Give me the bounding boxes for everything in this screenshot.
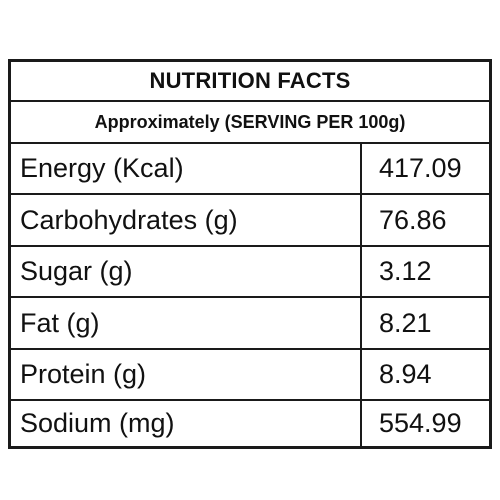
nutrient-label: Energy (Kcal): [11, 144, 362, 193]
nutrient-value: 8.21: [379, 307, 432, 338]
nutrient-label: Sugar (g): [11, 247, 362, 296]
nutrient-label: Sodium (mg): [11, 401, 362, 446]
nutrient-value: 76.86: [379, 204, 447, 235]
nutrient-value: 417.09: [379, 153, 462, 183]
table-row: Protein (g) 8.94: [11, 350, 489, 401]
nutrient-value: 8.94: [379, 359, 432, 389]
nutrient-label: Protein (g): [11, 350, 362, 399]
table-row: Energy (Kcal) 417.09: [11, 144, 489, 195]
table-row: Fat (g) 8.21: [11, 298, 489, 350]
nutrient-value: 3.12: [379, 256, 432, 286]
table-title: NUTRITION FACTS: [11, 62, 489, 102]
nutrition-facts-table: NUTRITION FACTS Approximately (SERVING P…: [8, 59, 492, 449]
table-row: Carbohydrates (g) 76.86: [11, 195, 489, 247]
nutrient-label: Fat (g): [11, 298, 362, 348]
table-row: Sodium (mg) 554.99: [11, 401, 489, 446]
table-row: Sugar (g) 3.12: [11, 247, 489, 298]
nutrient-value: 554.99: [379, 408, 462, 438]
table-subtitle: Approximately (SERVING PER 100g): [11, 102, 489, 144]
nutrient-label: Carbohydrates (g): [11, 195, 362, 245]
